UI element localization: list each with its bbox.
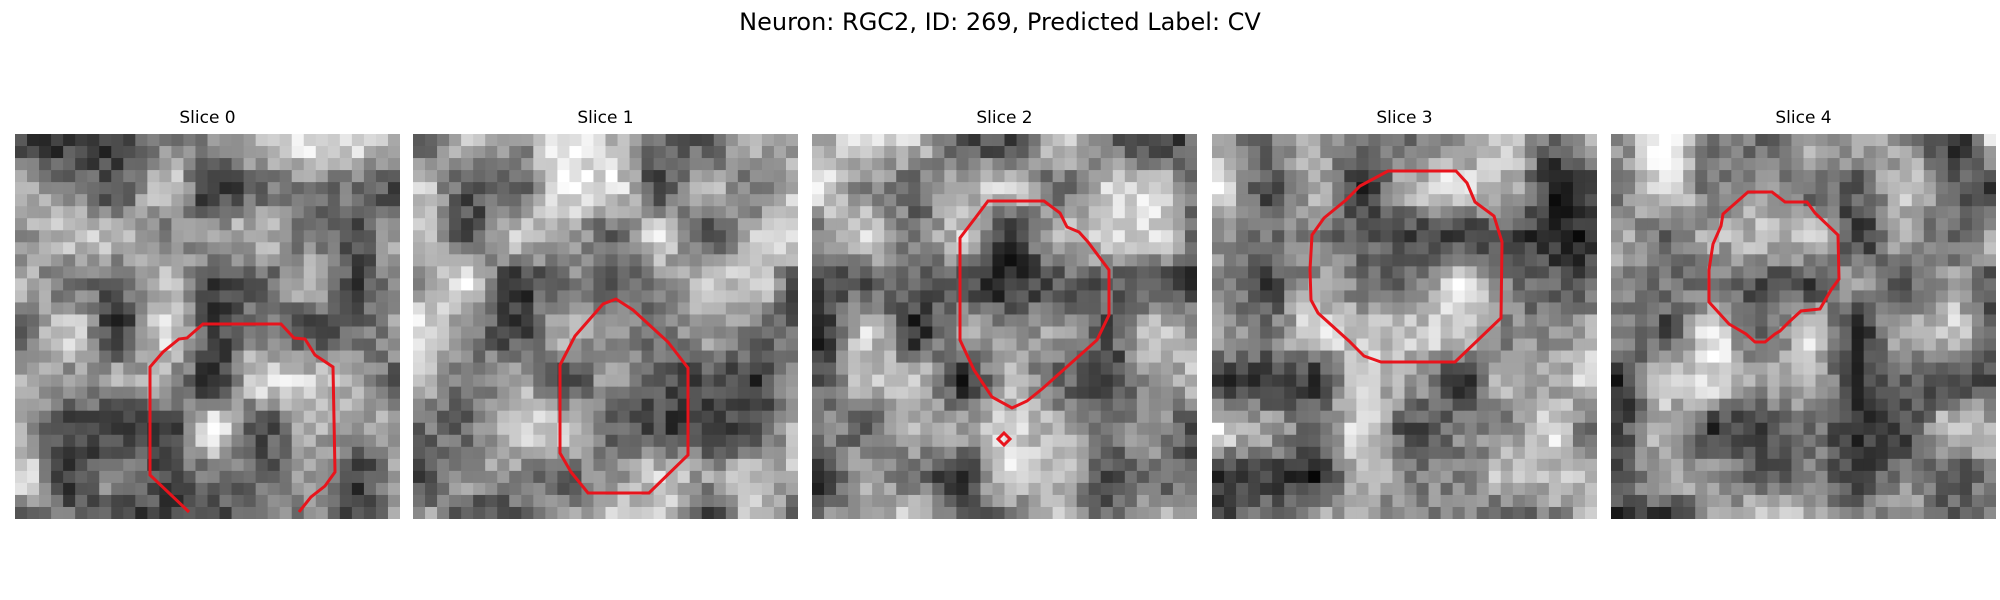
slice-title: Slice 1 xyxy=(577,108,634,128)
grayscale-texture xyxy=(413,134,798,519)
grayscale-texture xyxy=(812,134,1197,519)
figure-title: Neuron: RGC2, ID: 269, Predicted Label: … xyxy=(739,8,1261,36)
roi-contour xyxy=(1707,190,1841,344)
slice-panel-2: Slice 2 xyxy=(812,108,1197,519)
grayscale-texture xyxy=(1611,134,1996,519)
slice-title: Slice 0 xyxy=(179,108,236,128)
slice-image-4 xyxy=(1611,134,1996,519)
slice-image-2 xyxy=(812,134,1197,519)
slice-title: Slice 2 xyxy=(976,108,1033,128)
slice-title: Slice 3 xyxy=(1376,108,1433,128)
slice-panel-1: Slice 1 xyxy=(413,108,798,519)
grayscale-texture xyxy=(15,134,400,519)
slice-panel-3: Slice 3 xyxy=(1212,108,1597,519)
roi-contour xyxy=(148,322,337,514)
small-roi-contour xyxy=(995,430,1013,448)
slice-image-3 xyxy=(1212,134,1597,519)
grayscale-texture xyxy=(1212,134,1597,519)
slice-panel-4: Slice 4 xyxy=(1611,108,1996,519)
roi-contour xyxy=(1308,169,1504,364)
slice-image-0 xyxy=(15,134,400,519)
slice-image-1 xyxy=(413,134,798,519)
roi-contour xyxy=(558,297,690,495)
roi-contour xyxy=(958,199,1111,410)
slice-panel-0: Slice 0 xyxy=(15,108,400,519)
slice-title: Slice 4 xyxy=(1775,108,1832,128)
